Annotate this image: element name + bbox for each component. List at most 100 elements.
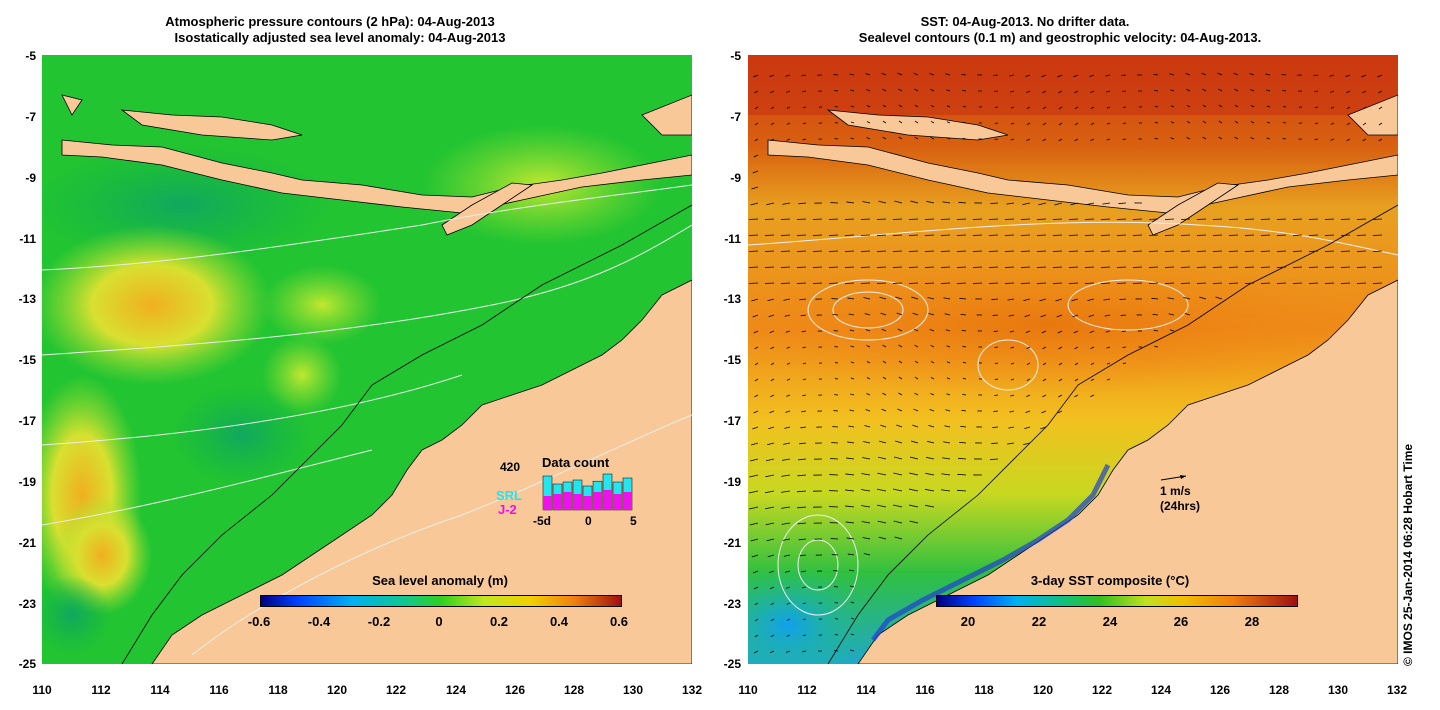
velocity-arrow — [913, 72, 919, 76]
right-xtick-2: 114 — [856, 683, 876, 697]
velocity-arrow — [897, 72, 903, 76]
velocity-arrow — [914, 136, 919, 140]
velocity-arrow — [1356, 234, 1367, 236]
velocity-arrow — [1199, 296, 1207, 300]
right-cbtick-0: 20 — [960, 614, 976, 629]
velocity-arrow — [1074, 394, 1079, 398]
velocity-arrow — [957, 473, 967, 476]
velocity-arrow — [1106, 138, 1111, 141]
velocity-arrow — [1042, 362, 1047, 366]
left-xtick-0: 110 — [32, 683, 52, 697]
velocity-arrow — [1009, 330, 1015, 333]
velocity-arrow — [754, 346, 759, 350]
velocity-arrow — [1324, 282, 1335, 284]
left-xtick-4: 118 — [268, 683, 288, 697]
velocity-arrow — [1086, 202, 1095, 205]
velocity-arrow — [802, 90, 807, 93]
velocity-arrow — [909, 504, 919, 508]
velocity-arrow — [1068, 282, 1079, 284]
velocity-arrow — [929, 72, 935, 76]
velocity-arrow — [991, 298, 999, 300]
velocity-arrow — [797, 474, 807, 477]
velocity-arrow — [1004, 250, 1015, 252]
velocity-arrow — [1313, 74, 1319, 77]
velocity-arrow — [863, 297, 871, 300]
velocity-arrow — [1148, 250, 1159, 252]
velocity-arrow — [1106, 378, 1111, 381]
velocity-arrow — [1004, 234, 1015, 236]
velocity-arrow — [924, 218, 935, 220]
velocity-arrow — [848, 425, 855, 428]
velocity-arrow — [1089, 330, 1095, 333]
velocity-arrow — [876, 234, 887, 236]
velocity-arrow — [1132, 218, 1143, 220]
velocity-arrow — [990, 458, 999, 460]
velocity-arrow — [1089, 74, 1095, 77]
velocity-arrow — [1020, 266, 1031, 268]
velocity-arrow — [1233, 72, 1239, 76]
velocity-arrow — [991, 442, 999, 444]
velocity-arrow — [770, 138, 775, 142]
velocity-arrow — [752, 570, 759, 574]
velocity-arrow — [1009, 74, 1015, 77]
velocity-arrow — [929, 328, 935, 332]
velocity-arrow — [946, 393, 951, 396]
velocity-arrow — [1362, 106, 1367, 110]
velocity-arrow — [1151, 297, 1159, 300]
velocity-arrow — [754, 634, 759, 638]
velocity-arrow — [1020, 218, 1031, 220]
velocity-arrow — [1228, 250, 1239, 252]
velocity-arrow — [750, 202, 759, 206]
velocity-arrow — [896, 424, 903, 428]
velocity-arrow — [927, 440, 935, 444]
velocity-arrow — [1042, 394, 1047, 398]
velocity-arrow — [1100, 266, 1111, 268]
left-colorbar — [260, 595, 622, 607]
right-colorbar-title: 3-day SST composite (°C) — [1030, 573, 1190, 588]
velocity-arrow — [796, 266, 807, 268]
velocity-arrow — [1074, 362, 1079, 366]
velocity-arrow — [1106, 122, 1111, 125]
velocity-arrow — [1116, 282, 1127, 284]
velocity-arrow — [769, 410, 775, 414]
velocity-arrow — [800, 314, 807, 317]
velocity-arrow — [1356, 282, 1367, 284]
velocity-arrow — [1186, 120, 1191, 124]
left-cbtick-3: 0 — [435, 614, 443, 629]
velocity-arrow — [1116, 266, 1127, 268]
velocity-arrow — [876, 266, 887, 268]
velocity-arrow — [797, 522, 807, 525]
velocity-arrow — [1148, 234, 1159, 236]
velocity-arrow — [1228, 218, 1239, 220]
velocity-arrow — [946, 105, 951, 108]
velocity-arrow — [1170, 121, 1175, 124]
velocity-arrow — [1276, 282, 1287, 284]
velocity-arrow — [1234, 136, 1239, 140]
velocity-arrow — [847, 297, 855, 300]
velocity-arrow — [1212, 218, 1223, 220]
left-ytick-1: -7 — [25, 110, 36, 124]
velocity-arrow — [1362, 122, 1367, 126]
velocity-arrow — [943, 441, 951, 444]
left-ytick-3: -11 — [19, 232, 36, 246]
velocity-arrow — [1036, 266, 1047, 268]
velocity-arrow — [1186, 136, 1191, 140]
velocity-arrow — [866, 89, 871, 92]
velocity-arrow — [881, 72, 887, 76]
velocity-arrow — [828, 234, 839, 236]
velocity-arrow — [1105, 330, 1111, 333]
velocity-arrow — [770, 122, 775, 126]
data-count-bars — [542, 473, 633, 511]
velocity-arrow — [862, 201, 871, 204]
velocity-arrow — [958, 201, 967, 204]
velocity-arrow — [1007, 298, 1015, 301]
velocity-arrow — [1356, 218, 1367, 220]
velocity-arrow — [1090, 122, 1095, 125]
velocity-arrow — [928, 424, 935, 428]
left-ytick-7: -19 — [18, 475, 36, 489]
velocity-arrow — [1057, 410, 1063, 414]
velocity-arrow — [1010, 378, 1015, 381]
velocity-arrow — [1074, 346, 1079, 350]
velocity-arrow — [1372, 266, 1383, 268]
velocity-arrow — [1276, 218, 1287, 220]
